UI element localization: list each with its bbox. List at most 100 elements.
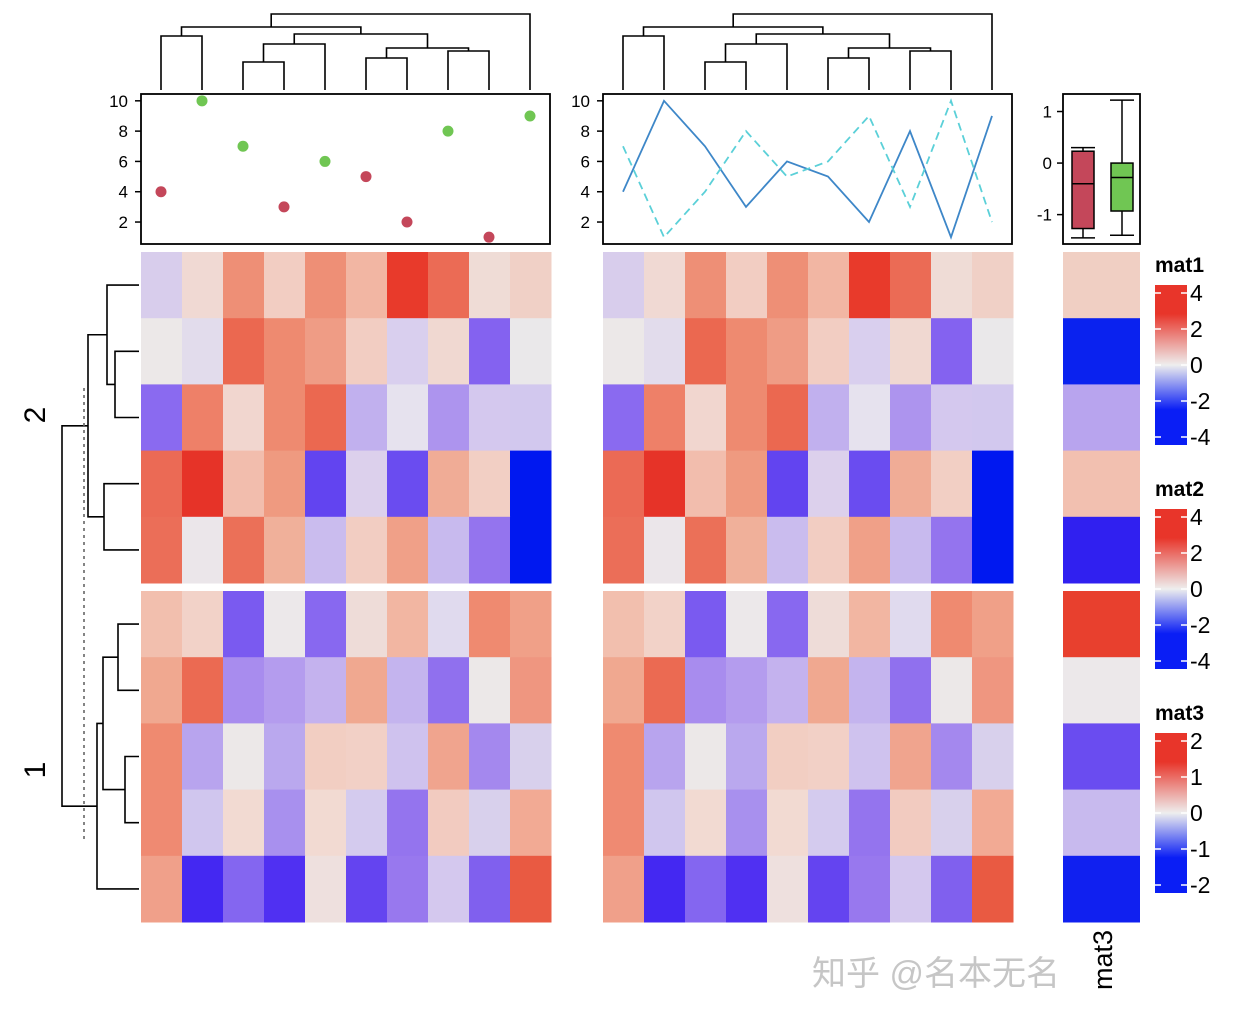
heatmap-cell: [305, 591, 347, 658]
heatmap-cell: [726, 789, 768, 857]
heatmap-cell: [223, 516, 265, 584]
heatmap-cell: [644, 252, 686, 319]
heatmap-cell: [387, 516, 429, 584]
heatmap-cell: [346, 516, 388, 584]
heatmap-cell: [972, 318, 1014, 385]
y-tick-label: 0: [1043, 154, 1052, 173]
heatmap-cell: [346, 318, 388, 385]
heatmap-cell: [685, 516, 727, 584]
heatmap-mat1: [141, 252, 552, 923]
heatmap-cell: [182, 723, 224, 791]
heatmap-cell: [1063, 318, 1140, 385]
scatter-point: [196, 95, 208, 107]
heatmap-cell: [890, 318, 932, 385]
heatmap-cell: [890, 384, 932, 452]
y-tick-label: 2: [581, 213, 590, 232]
y-tick-label: 8: [581, 122, 590, 141]
heatmap-cell: [141, 855, 183, 923]
heatmap-cell: [767, 657, 809, 724]
dendrogram-branch: [124, 755, 139, 824]
row-dendrogram: [61, 284, 139, 890]
heatmap-cell: [305, 516, 347, 584]
heatmap-cell: [469, 657, 511, 724]
column-label-mat3: mat3: [1088, 930, 1118, 990]
heatmap-cell: [141, 384, 183, 452]
dashed-line-series: [622, 98, 993, 239]
heatmap-cell: [264, 516, 306, 584]
heatmap-cell: [1063, 789, 1140, 857]
heatmap-cell: [808, 318, 850, 385]
row-group-label-2: 2: [19, 407, 52, 424]
dendrogram-branch: [102, 656, 125, 791]
heatmap-cell: [1063, 855, 1140, 923]
heatmap-cell: [644, 516, 686, 584]
heatmap-cell: [182, 591, 224, 658]
heatmap-cell: [644, 450, 686, 518]
heatmap-cell: [767, 252, 809, 319]
column-dendrogram-right: [622, 13, 993, 90]
heatmap-cell: [603, 855, 645, 923]
heatmap-cell: [387, 384, 429, 452]
scatter-annotation: 10 8 6 4 2: [109, 92, 551, 245]
heatmap-cell: [223, 789, 265, 857]
color-legends: mat1 4 2 0 -2 -4 mat2 4 2 0 -2 -4 mat3 2 1 0 -1 -2: [1155, 254, 1211, 898]
heatmap-cell: [223, 657, 265, 724]
heatmap-cell: [182, 384, 224, 452]
heatmap-cell: [808, 855, 850, 923]
heatmap-cell: [644, 789, 686, 857]
heatmap-cell: [726, 450, 768, 518]
heatmap-cell: [849, 591, 891, 658]
line-annotation: 10 8 6 4 2: [571, 92, 1013, 245]
heatmap-cell: [931, 384, 973, 452]
heatmap-cell: [890, 591, 932, 658]
heatmap-cell: [141, 318, 183, 385]
dendrogram-branch: [293, 33, 429, 48]
dendrogram-branch: [755, 33, 891, 48]
heatmap-cell: [182, 657, 224, 724]
heatmap-cell: [603, 591, 645, 658]
heatmap-cell: [685, 318, 727, 385]
heatmap-cell: [603, 516, 645, 584]
heatmap-cell: [644, 657, 686, 724]
heatmap-cell: [726, 318, 768, 385]
legend-tick-label: 2: [1190, 540, 1203, 566]
heatmap-cell: [972, 450, 1014, 518]
heatmap-cell: [387, 591, 429, 658]
heatmap-cell: [1063, 657, 1140, 724]
heatmap-cell: [726, 723, 768, 791]
heatmap-cell: [685, 384, 727, 452]
heatmap-cell: [510, 450, 552, 518]
heatmap-cell: [767, 789, 809, 857]
heatmap-cell: [182, 516, 224, 584]
heatmap-cell: [141, 789, 183, 857]
heatmap-cell: [428, 723, 470, 791]
heatmap-cell: [182, 318, 224, 385]
heatmap-cell: [469, 855, 511, 923]
y-tick-label: 6: [581, 152, 590, 171]
heatmap-cell: [510, 591, 552, 658]
heatmap-cell: [972, 855, 1014, 923]
heatmap-cell: [510, 252, 552, 319]
heatmap-cell: [223, 252, 265, 319]
heatmap-cell: [510, 318, 552, 385]
y-tick-label: 2: [119, 213, 128, 232]
dendrogram-branch: [270, 13, 531, 90]
heatmap-cell: [469, 450, 511, 518]
heatmap-cell: [387, 723, 429, 791]
dendrogram-branch: [447, 50, 490, 90]
legend-tick-label: 0: [1190, 352, 1203, 378]
heatmap-cell: [141, 450, 183, 518]
heatmap-cell: [1063, 723, 1140, 791]
heatmap-cell: [767, 450, 809, 518]
heatmap-cell: [603, 384, 645, 452]
dendrogram-branch: [385, 47, 470, 58]
heatmap-cell: [264, 789, 306, 857]
heatmap-cell: [1063, 384, 1140, 452]
heatmap-cell: [644, 591, 686, 658]
heatmap-cell: [972, 591, 1014, 658]
dendrogram-branch: [106, 284, 139, 386]
dendrogram-branch: [103, 482, 139, 551]
heatmap-cell: [223, 318, 265, 385]
heatmap-cell: [972, 384, 1014, 452]
